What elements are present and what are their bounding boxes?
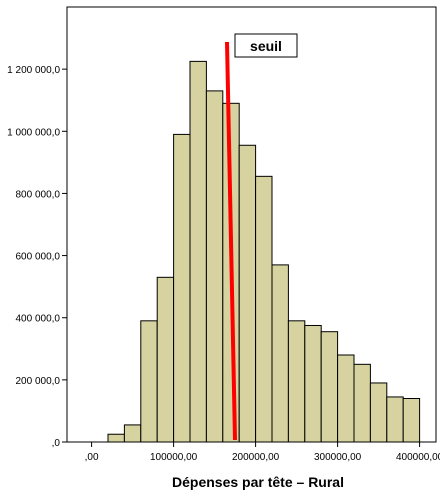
- y-axis: ,0 200 000,0 400 000,0 600 000,0 800 000,0 1 …: [7, 65, 67, 449]
- histogram-bar: [189, 60, 207, 443]
- histogram-bar: [369, 382, 388, 443]
- y-tick-label: 600 000,0: [16, 252, 61, 263]
- histogram-bar: [304, 324, 322, 443]
- y-tick-label: 1 000 000,0: [7, 127, 60, 138]
- histogram-bar: [320, 331, 339, 443]
- x-axis: ,00 100000,00 200000,00 300000,00 400000,00: [85, 442, 440, 463]
- histogram-bar: [271, 264, 289, 443]
- histogram-bar: [353, 363, 371, 443]
- x-axis-title: Dépenses par tête – Rural: [172, 474, 344, 490]
- histogram-bar: [156, 276, 175, 443]
- histogram-bar: [107, 433, 125, 443]
- threshold-label-box: [234, 33, 298, 58]
- x-tick-label: 300000,00: [314, 452, 362, 463]
- y-tick-label: ,0: [52, 438, 61, 449]
- threshold-label: seuil: [250, 38, 282, 54]
- x-tick-label: 100000,00: [150, 452, 198, 463]
- histogram-bar: [238, 144, 257, 443]
- histogram-bar: [205, 90, 224, 443]
- y-tick-label: 200 000,0: [16, 376, 61, 387]
- histogram-bar: [123, 424, 142, 443]
- histogram-bar: [386, 396, 404, 443]
- y-tick-label: 400 000,0: [16, 314, 61, 325]
- histogram-bar: [173, 133, 191, 443]
- histogram-bar: [140, 320, 158, 443]
- bars-group: [107, 60, 421, 443]
- y-tick-label: 1 200 000,0: [7, 65, 60, 76]
- histogram-bar: [337, 354, 355, 443]
- x-tick-label: ,00: [85, 452, 99, 463]
- y-tick-label: 800 000,0: [16, 189, 61, 200]
- threshold-line: [225, 41, 237, 441]
- histogram-bar: [287, 320, 306, 443]
- x-tick-label: 200000,00: [232, 452, 280, 463]
- histogram-bar: [402, 398, 421, 443]
- x-tick-label: 400000,00: [396, 452, 440, 463]
- histogram-bar: [255, 175, 273, 443]
